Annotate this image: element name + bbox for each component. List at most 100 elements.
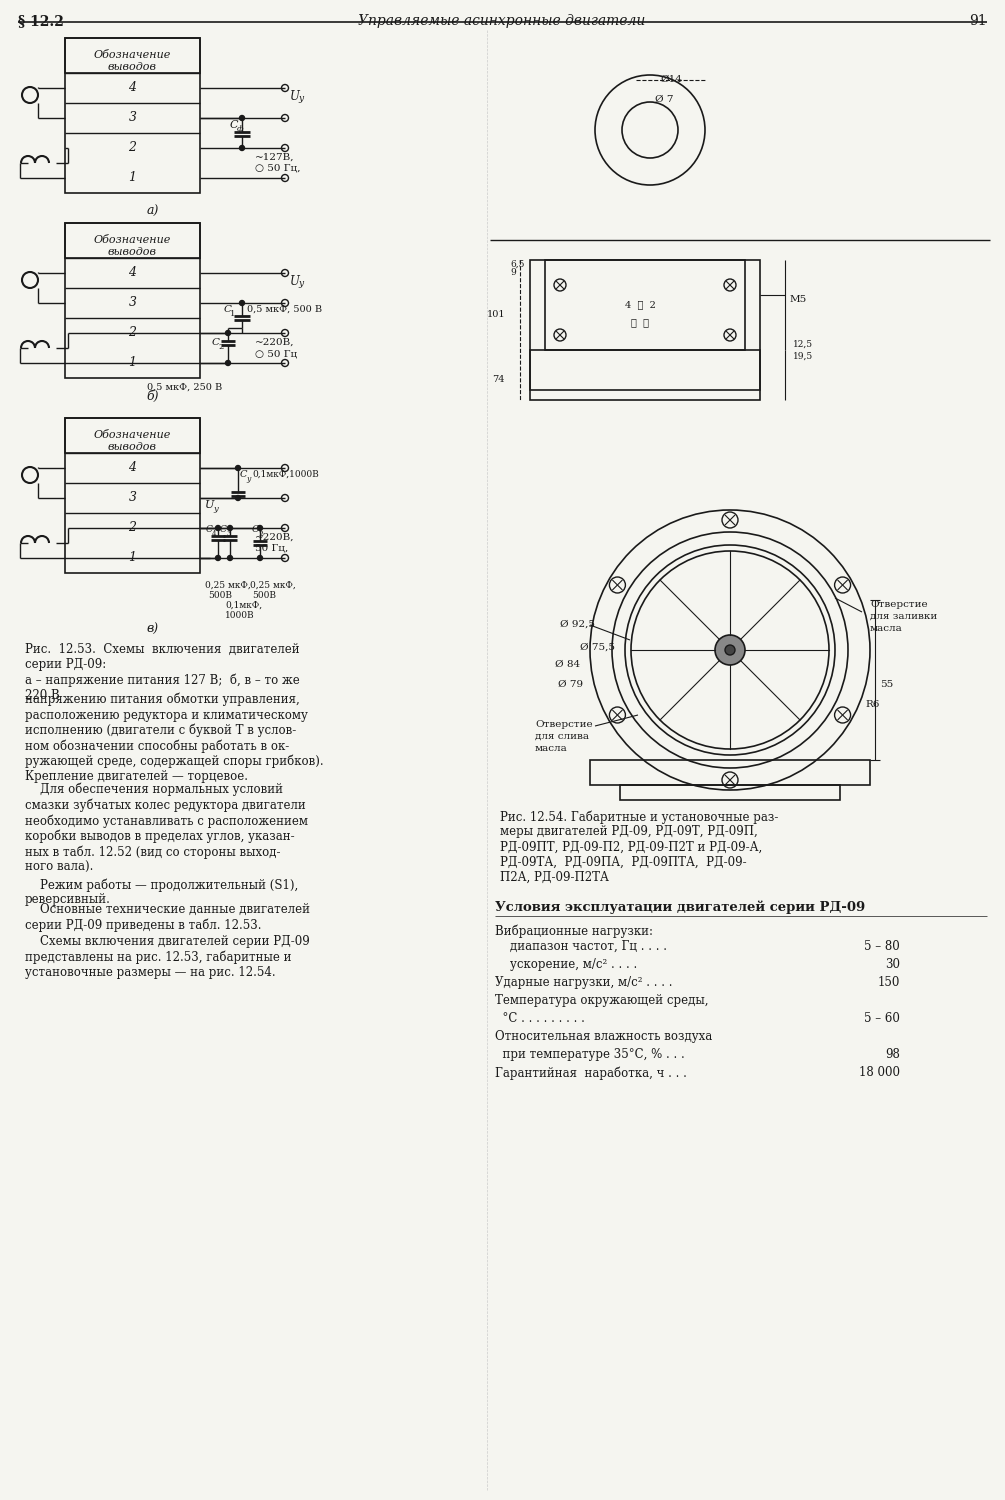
Text: 3: 3 — [226, 530, 230, 538]
Text: 5 – 60: 5 – 60 — [864, 1013, 900, 1025]
Circle shape — [225, 360, 230, 366]
Text: Отверстие: Отверстие — [535, 720, 593, 729]
Text: 12,5: 12,5 — [793, 340, 813, 350]
Text: 9: 9 — [510, 268, 516, 278]
Text: выводов: выводов — [108, 62, 157, 72]
Text: 3: 3 — [129, 296, 137, 309]
Text: Гарантийная  наработка, ч . . .: Гарантийная наработка, ч . . . — [495, 1066, 686, 1080]
Text: 98: 98 — [885, 1048, 900, 1060]
Bar — [590, 760, 870, 784]
Text: в): в) — [147, 622, 159, 636]
Text: у: у — [298, 279, 304, 288]
Circle shape — [235, 495, 240, 501]
Text: 4: 4 — [129, 266, 137, 279]
Bar — [530, 260, 760, 390]
Text: 4  ①  2: 4 ① 2 — [624, 300, 655, 309]
Text: а): а) — [147, 206, 159, 218]
Text: C: C — [240, 470, 247, 478]
Bar — [65, 224, 200, 258]
Text: б): б) — [147, 390, 159, 404]
Text: 4: 4 — [129, 81, 137, 94]
Text: C: C — [220, 525, 227, 534]
Text: 1: 1 — [129, 171, 137, 184]
Text: Ø 84: Ø 84 — [555, 660, 580, 669]
Text: U: U — [205, 500, 214, 510]
Circle shape — [715, 634, 745, 664]
Text: 500В: 500В — [252, 591, 276, 600]
Text: § 12.2: § 12.2 — [18, 13, 64, 28]
Text: 0,5 мкФ, 250 В: 0,5 мкФ, 250 В — [148, 382, 223, 392]
Circle shape — [225, 330, 230, 336]
Text: 0,25 мкФ,: 0,25 мкФ, — [250, 580, 295, 590]
Bar — [545, 260, 745, 350]
Bar — [65, 38, 200, 194]
Text: 30: 30 — [885, 958, 900, 970]
Text: Условия эксплуатации двигателей серии РД-09: Условия эксплуатации двигателей серии РД… — [495, 900, 865, 914]
Text: масла: масла — [870, 624, 902, 633]
Text: Рис.  12.53.  Схемы  включения  двигателей
серии РД-09:
а – напряжение питания 1: Рис. 12.53. Схемы включения двигателей с… — [25, 644, 299, 702]
Text: Ø 7: Ø 7 — [655, 94, 673, 104]
Text: напряжению питания обмотки управления,
расположению редуктора и климатическому
и: напряжению питания обмотки управления, р… — [25, 693, 324, 783]
Bar — [65, 38, 200, 74]
Text: 0,25 мкФ,: 0,25 мкФ, — [205, 580, 251, 590]
Circle shape — [215, 525, 220, 531]
Text: 55: 55 — [880, 680, 893, 688]
Text: 91: 91 — [970, 13, 987, 28]
Text: C: C — [206, 525, 213, 534]
Text: Обозначение: Обозначение — [93, 50, 171, 60]
Text: Ударные нагрузки, м/с² . . . .: Ударные нагрузки, м/с² . . . . — [495, 976, 672, 988]
Text: Отверстие: Отверстие — [870, 600, 928, 609]
Text: масла: масла — [535, 744, 568, 753]
Text: C: C — [212, 338, 220, 346]
Text: C: C — [230, 120, 238, 130]
Circle shape — [235, 465, 240, 471]
Text: 74: 74 — [492, 375, 505, 384]
Circle shape — [239, 146, 244, 150]
Text: 19,5: 19,5 — [793, 352, 813, 362]
Text: 50 Гц,: 50 Гц, — [255, 544, 288, 554]
Text: 2: 2 — [129, 141, 137, 154]
Circle shape — [725, 645, 735, 656]
Text: 2: 2 — [258, 530, 263, 538]
Text: Схемы включения двигателей серии РД-09
представлены на рис. 12.53, габаритные и
: Схемы включения двигателей серии РД-09 п… — [25, 934, 310, 978]
Circle shape — [257, 555, 262, 561]
Text: U: U — [290, 90, 299, 104]
Text: ○ 50 Гц,: ○ 50 Гц, — [255, 164, 300, 172]
Text: 0,1мкФ,: 0,1мкФ, — [225, 602, 262, 610]
Text: 4: 4 — [212, 530, 216, 538]
Text: 1: 1 — [129, 550, 137, 564]
Bar — [65, 224, 200, 378]
Text: ~220В,: ~220В, — [255, 532, 294, 542]
Text: Обозначение: Обозначение — [93, 236, 171, 244]
Bar — [65, 419, 200, 453]
Text: Ø 79: Ø 79 — [558, 680, 583, 688]
Text: ○ 50 Гц: ○ 50 Гц — [255, 350, 297, 358]
Circle shape — [227, 555, 232, 561]
Circle shape — [257, 525, 262, 531]
Text: 2: 2 — [218, 344, 223, 351]
Bar — [65, 419, 200, 573]
Text: 150: 150 — [877, 976, 900, 988]
Circle shape — [227, 525, 232, 531]
Text: C: C — [252, 525, 259, 534]
Text: 101: 101 — [486, 310, 505, 320]
Text: Основные технические данные двигателей
серии РД-09 приведены в табл. 12.53.: Основные технические данные двигателей с… — [25, 903, 310, 932]
Circle shape — [215, 555, 220, 561]
Text: у: у — [246, 476, 250, 483]
Text: 5 – 80: 5 – 80 — [864, 940, 900, 952]
Text: Обозначение: Обозначение — [93, 430, 171, 439]
Text: Ø14: Ø14 — [660, 75, 681, 84]
Text: 500В: 500В — [208, 591, 232, 600]
Text: 6,5: 6,5 — [510, 260, 525, 268]
Text: при температуре 35°С, % . . .: при температуре 35°С, % . . . — [495, 1048, 684, 1060]
Text: Вибрационные нагрузки:: Вибрационные нагрузки: — [495, 926, 653, 939]
Text: 1: 1 — [230, 310, 235, 318]
Text: Управляемые асинхронные двигатели: Управляемые асинхронные двигатели — [359, 13, 645, 28]
Text: Для обеспечения нормальных условий
смазки зубчатых колес редуктора двигатели
нео: Для обеспечения нормальных условий смазк… — [25, 783, 308, 874]
Text: R6: R6 — [865, 700, 879, 709]
Text: 18 000: 18 000 — [859, 1066, 900, 1078]
Text: выводов: выводов — [108, 442, 157, 452]
Text: 3: 3 — [129, 490, 137, 504]
Text: Относительная влажность воздуха: Относительная влажность воздуха — [495, 1030, 713, 1042]
Text: °С . . . . . . . . .: °С . . . . . . . . . — [495, 1013, 585, 1025]
